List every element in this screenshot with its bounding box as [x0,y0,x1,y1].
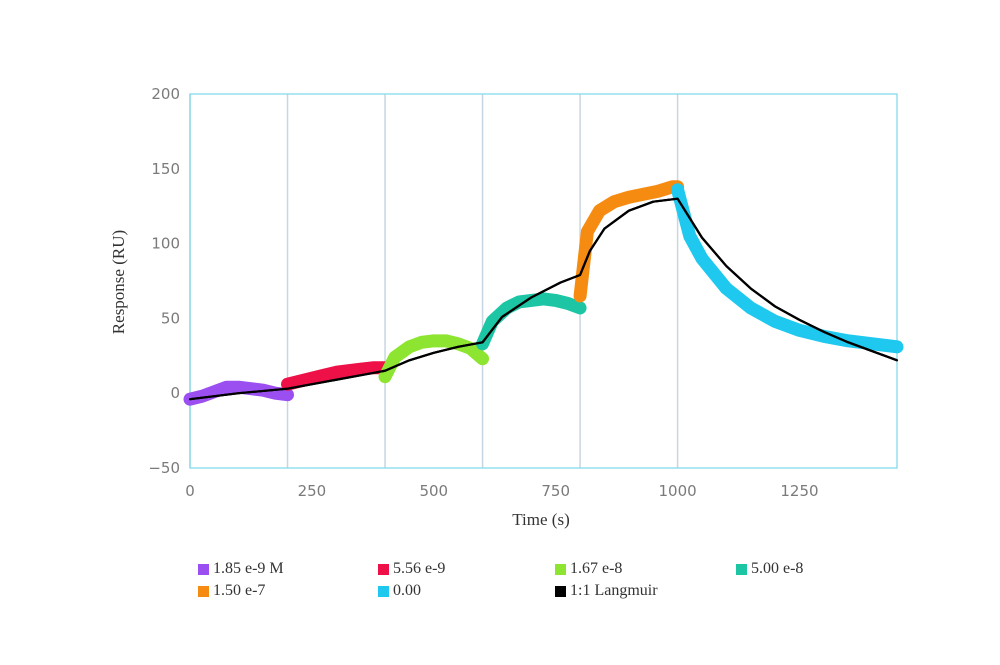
legend-label: 1.50 e-7 [213,582,266,599]
data-point [595,206,604,215]
data-point [697,254,706,263]
data-point [502,303,511,312]
data-point [654,187,663,196]
y-tick-label: 100 [151,235,180,253]
legend-item: 5.56 e-9 [378,558,445,580]
legend-swatch [555,563,566,575]
data-point [390,353,399,362]
data-point [478,354,487,363]
legend-item: 1.85 e-9 M [198,558,284,580]
data-point [381,372,390,381]
legend-item: 0.00 [378,580,421,602]
data-point [283,380,292,389]
data-point [576,291,585,300]
data-series [183,180,904,406]
langmuir-fit-line [189,197,898,401]
data-point [356,365,365,374]
data-point [610,197,619,206]
x-tick-label: 1000 [658,482,696,500]
data-point [307,374,316,383]
data-point [624,193,633,202]
data-point [795,326,804,335]
data-point [271,389,280,398]
data-point [746,303,755,312]
data-point [320,371,329,380]
data-point [771,317,780,326]
legend-swatch [736,563,747,575]
legend-swatch [378,563,389,575]
data-point [222,383,231,392]
data-point [819,332,828,341]
legend-item: 1:1 Langmuir [555,580,658,602]
legend-item: 1.50 e-7 [198,580,265,602]
data-point [417,338,426,347]
legend-label: 1.85 e-9 M [213,560,284,577]
data-point [583,227,592,236]
data-point [685,232,694,241]
y-axis-title: Response (RU) [109,230,128,334]
legend-swatch [378,585,389,597]
data-point [639,190,648,199]
data-point [246,384,255,393]
plot-area [189,93,898,469]
legend-item: 1.67 e-8 [555,558,622,580]
legend: 1.85 e-9 M 5.56 e-9 1.67 e-8 5.00 e-8 1.50 e… [198,558,918,608]
plot-border [189,93,898,469]
y-tick-label: 150 [151,160,180,178]
data-point [576,303,585,312]
data-point [405,342,414,351]
data-point [551,296,560,305]
legend-label: 0.00 [393,582,421,599]
data-point [868,339,877,348]
data-point [210,387,219,396]
data-point [466,344,475,353]
data-point [368,363,377,372]
y-tick-label: 200 [151,85,180,103]
data-point [563,299,572,308]
y-tick-label: 50 [161,309,180,327]
legend-label: 5.00 e-8 [751,560,804,577]
y-tick-labels: 200 150 100 50 0 −50 [148,85,180,477]
data-point [539,294,548,303]
y-tick-label: 0 [170,384,180,402]
legend-item: 5.00 e-8 [736,558,803,580]
data-point [283,390,292,399]
legend-swatch [198,585,209,597]
legend-label: 5.56 e-9 [393,560,446,577]
data-point [332,368,341,377]
y-tick-label: −50 [148,459,180,477]
x-axis-title: Time (s) [512,510,569,529]
data-point [893,342,901,351]
legend-swatch [198,563,209,575]
series-line-5 [671,183,904,354]
x-tick-label: 750 [541,482,570,500]
data-point [429,336,438,345]
legend-label: 1.67 e-8 [570,560,623,577]
legend-label: 1:1 Langmuir [570,582,658,599]
legend-swatch [555,585,566,597]
series-line-4 [573,180,685,303]
data-point [344,366,353,375]
data-point [295,377,304,386]
x-tick-label: 0 [185,482,195,500]
x-tick-label: 250 [298,482,327,500]
x-tick-label: 500 [419,482,448,500]
data-point [441,336,450,345]
data-point [722,284,731,293]
data-point [673,185,682,194]
x-tick-labels: 0 250 500 750 1000 1250 [185,482,818,500]
data-point [488,317,497,326]
grid-lines [189,94,679,468]
x-tick-label: 1250 [780,482,818,500]
data-point [234,383,243,392]
